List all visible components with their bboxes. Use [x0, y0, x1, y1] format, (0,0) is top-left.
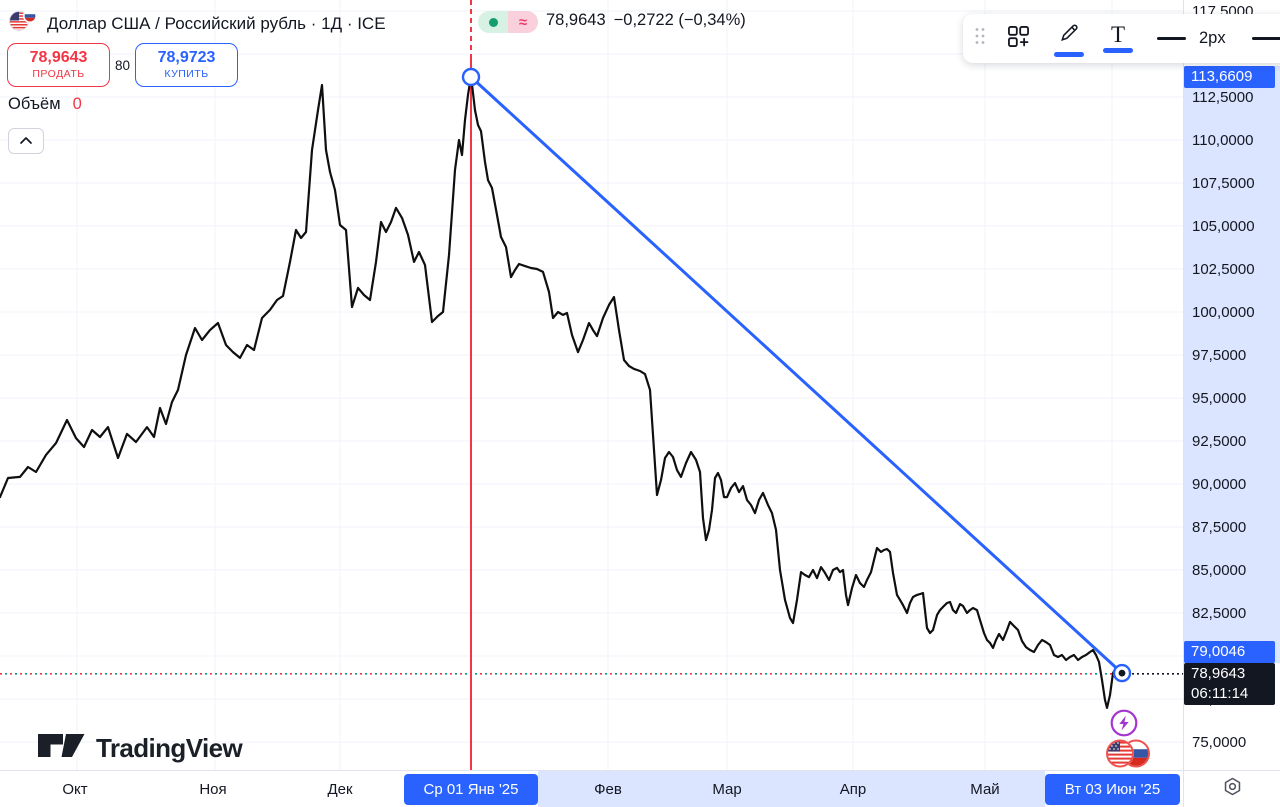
time-axis-label: Апр	[839, 781, 867, 798]
trendline-end-date-badge: Вт 03 Июн '25	[1045, 774, 1180, 805]
time-axis-label: Фев	[594, 781, 622, 798]
price-axis-label: 95,0000	[1192, 389, 1247, 407]
line-style-icon-2[interactable]	[1251, 37, 1280, 40]
tradingview-wordmark: TradingView	[96, 732, 243, 763]
trendline-start-price-badge: 113,6609	[1184, 66, 1275, 89]
trade-panel: 78,9643 ПРОДАТЬ 80 78,9723 КУПИТЬ	[7, 43, 238, 87]
last-price-badge: 78,9643 06:11:14	[1184, 662, 1275, 705]
volume-row: Объём 0	[8, 95, 82, 114]
price-change: −0,2722 (−0,34%)	[613, 11, 746, 29]
last-price: 78,9643	[546, 11, 606, 29]
trend-line[interactable]	[469, 75, 1124, 675]
text-color-tool[interactable]: T	[1103, 21, 1133, 53]
line-color-swatch	[1054, 51, 1084, 57]
chevron-up-icon	[19, 132, 33, 150]
buy-label: КУПИТЬ	[164, 68, 209, 81]
sell-label: ПРОДАТЬ	[32, 68, 85, 81]
price-axis-label: 112,5000	[1192, 88, 1254, 106]
trendline-date-range-highlight	[538, 771, 1045, 807]
collapse-legend-button[interactable]	[8, 128, 44, 154]
time-axis-label: Май	[970, 781, 1000, 798]
volume-value: 0	[72, 95, 82, 113]
price-line-series[interactable]	[0, 74, 1124, 710]
buy-button[interactable]: 78,9723 КУПИТЬ	[135, 43, 238, 87]
tradingview-logo[interactable]: TradingView	[36, 731, 243, 765]
symbol-legend: Доллар США / Российский рубль · 1Д · ICE	[8, 9, 386, 38]
text-color-swatch	[1103, 47, 1133, 53]
sell-price: 78,9643	[29, 49, 88, 67]
tradingview-mark-icon	[36, 731, 86, 765]
volume-label: Объём	[8, 95, 61, 113]
price-axis-label: 75,0000	[1192, 733, 1247, 751]
price-axis-label: 90,0000	[1192, 475, 1247, 493]
trend-line-end-anchor-dot	[1118, 669, 1126, 677]
line-color-tool[interactable]	[1054, 21, 1084, 57]
spread-value: 80	[114, 57, 131, 73]
price-chart-canvas[interactable]	[0, 0, 1183, 770]
market-open-dot-icon	[478, 11, 508, 33]
price-axis-label: 102,5000	[1192, 260, 1255, 278]
time-axis[interactable]: Ср 01 Янв '25 Вт 03 Июн '25 Окт Ноя Дек Фев…	[0, 770, 1183, 807]
time-axis-label: Мар	[712, 781, 742, 798]
usdrub-watermark-flags-icon	[1104, 737, 1154, 775]
price-axis-label: 105,0000	[1192, 217, 1255, 235]
time-axis-label: Окт	[62, 781, 88, 798]
trend-line-start-anchor[interactable]	[461, 67, 481, 87]
text-tool-icon: T	[1110, 21, 1126, 47]
price-axis-label: 110,0000	[1192, 131, 1254, 149]
price-axis[interactable]: 117,5000115,0000112,5000110,0000107,5000…	[1183, 0, 1280, 770]
buy-price: 78,9723	[157, 49, 216, 67]
price-axis-label: 100,0000	[1192, 303, 1255, 321]
delayed-data-icon: ≈	[508, 11, 538, 33]
price-axis-label: 107,5000	[1192, 174, 1255, 192]
drawing-toolbar: T 2px	[963, 14, 1280, 63]
price-axis-label: 82,5000	[1192, 604, 1247, 622]
price-axis-label: 92,5000	[1192, 432, 1247, 450]
bar-close-countdown: 06:11:14	[1191, 684, 1249, 702]
line-style-icon[interactable]	[1157, 37, 1186, 40]
price-axis-label: 97,5000	[1192, 346, 1247, 364]
quote-line: 78,9643 −0,2722 (−0,34%)	[546, 11, 746, 30]
market-status-pill[interactable]: ≈	[478, 11, 538, 33]
last-price-badge-value: 78,9643	[1191, 664, 1246, 682]
line-width-label[interactable]: 2px	[1199, 29, 1226, 47]
toolbar-drag-handle-icon[interactable]	[975, 27, 985, 50]
time-axis-label: Дек	[327, 781, 353, 798]
usdrub-pair-flag-icon	[8, 9, 38, 38]
sell-button[interactable]: 78,9643 ПРОДАТЬ	[7, 43, 110, 87]
price-axis-label: 85,0000	[1192, 561, 1247, 579]
time-axis-label: Ноя	[199, 781, 227, 798]
gear-icon	[1222, 776, 1243, 802]
price-axis-label: 87,5000	[1192, 518, 1247, 536]
add-widget-icon[interactable]	[1005, 23, 1032, 55]
symbol-title[interactable]: Доллар США / Российский рубль · 1Д · ICE	[47, 13, 386, 33]
trendline-price-range-highlight	[1184, 66, 1280, 663]
trendline-end-price-badge: 79,0046	[1184, 640, 1275, 663]
boost-button[interactable]	[1109, 708, 1139, 743]
trendline-start-date-badge: Ср 01 Янв '25	[404, 774, 538, 805]
axis-settings-button[interactable]	[1183, 770, 1280, 807]
lightning-icon	[1109, 709, 1139, 742]
pencil-icon	[1057, 21, 1082, 49]
